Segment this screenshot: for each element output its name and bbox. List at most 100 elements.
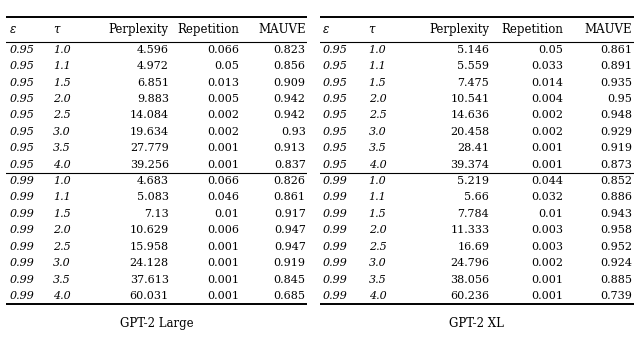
Text: 7.13: 7.13 [144, 209, 169, 219]
Text: 0.001: 0.001 [207, 242, 239, 252]
Text: 0.861: 0.861 [274, 192, 306, 203]
Text: 0.01: 0.01 [214, 209, 239, 219]
Text: 4.0: 4.0 [53, 291, 71, 301]
Text: 16.69: 16.69 [458, 242, 490, 252]
Text: 2.0: 2.0 [53, 225, 71, 235]
Text: MAUVE: MAUVE [258, 23, 306, 36]
Text: 14.636: 14.636 [450, 110, 490, 120]
Text: 0.942: 0.942 [274, 110, 306, 120]
Text: 0.99: 0.99 [10, 209, 35, 219]
Text: 0.95: 0.95 [10, 127, 35, 137]
Text: 0.066: 0.066 [207, 176, 239, 186]
Text: 0.952: 0.952 [600, 242, 632, 252]
Text: 0.919: 0.919 [274, 258, 306, 268]
Text: 15.958: 15.958 [130, 242, 169, 252]
Text: 0.05: 0.05 [538, 45, 563, 55]
Text: 0.001: 0.001 [207, 275, 239, 285]
Text: 10.541: 10.541 [450, 94, 490, 104]
Text: 0.685: 0.685 [274, 291, 306, 301]
Text: 38.056: 38.056 [450, 275, 490, 285]
Text: 0.003: 0.003 [531, 242, 563, 252]
Text: 0.942: 0.942 [274, 94, 306, 104]
Text: 0.909: 0.909 [274, 78, 306, 88]
Text: 5.559: 5.559 [458, 61, 490, 71]
Text: 0.99: 0.99 [323, 176, 348, 186]
Text: 0.958: 0.958 [600, 225, 632, 235]
Text: 0.99: 0.99 [10, 176, 35, 186]
Text: 4.683: 4.683 [137, 176, 169, 186]
Text: 10.629: 10.629 [130, 225, 169, 235]
Text: 0.004: 0.004 [531, 94, 563, 104]
Text: 0.99: 0.99 [323, 275, 348, 285]
Text: 0.032: 0.032 [531, 192, 563, 203]
Text: 2.5: 2.5 [53, 110, 71, 120]
Text: 0.886: 0.886 [600, 192, 632, 203]
Text: 0.001: 0.001 [207, 258, 239, 268]
Text: 0.005: 0.005 [207, 94, 239, 104]
Text: 28.41: 28.41 [458, 143, 490, 153]
Text: 1.5: 1.5 [53, 78, 71, 88]
Text: 0.002: 0.002 [531, 110, 563, 120]
Text: 0.99: 0.99 [10, 275, 35, 285]
Text: 0.891: 0.891 [600, 61, 632, 71]
Text: 20.458: 20.458 [450, 127, 490, 137]
Text: 5.146: 5.146 [458, 45, 490, 55]
Text: 0.95: 0.95 [10, 61, 35, 71]
Text: 3.0: 3.0 [53, 258, 71, 268]
Text: 0.033: 0.033 [531, 61, 563, 71]
Text: 0.99: 0.99 [10, 225, 35, 235]
Text: 0.002: 0.002 [207, 127, 239, 137]
Text: 0.95: 0.95 [10, 45, 35, 55]
Text: 0.044: 0.044 [531, 176, 563, 186]
Text: 1.5: 1.5 [369, 78, 387, 88]
Text: 2.5: 2.5 [369, 110, 387, 120]
Text: 0.99: 0.99 [323, 209, 348, 219]
Text: 27.779: 27.779 [130, 143, 169, 153]
Text: 4.596: 4.596 [137, 45, 169, 55]
Text: 0.99: 0.99 [10, 242, 35, 252]
Text: 0.01: 0.01 [538, 209, 563, 219]
Text: 0.002: 0.002 [207, 110, 239, 120]
Text: 1.0: 1.0 [369, 45, 387, 55]
Text: 5.083: 5.083 [137, 192, 169, 203]
Text: 4.0: 4.0 [369, 291, 387, 301]
Text: 0.003: 0.003 [531, 225, 563, 235]
Text: 0.046: 0.046 [207, 192, 239, 203]
Text: 37.613: 37.613 [130, 275, 169, 285]
Text: MAUVE: MAUVE [584, 23, 632, 36]
Text: 60.031: 60.031 [130, 291, 169, 301]
Text: 0.935: 0.935 [600, 78, 632, 88]
Text: 60.236: 60.236 [450, 291, 490, 301]
Text: ε: ε [323, 23, 330, 36]
Text: Perplexity: Perplexity [109, 23, 169, 36]
Text: 5.219: 5.219 [458, 176, 490, 186]
Text: 1.0: 1.0 [53, 45, 71, 55]
Text: 14.084: 14.084 [130, 110, 169, 120]
Text: 7.475: 7.475 [458, 78, 490, 88]
Text: 0.95: 0.95 [323, 143, 348, 153]
Text: 19.634: 19.634 [130, 127, 169, 137]
Text: 0.014: 0.014 [531, 78, 563, 88]
Text: 0.95: 0.95 [10, 160, 35, 170]
Text: 0.885: 0.885 [600, 275, 632, 285]
Text: 2.5: 2.5 [53, 242, 71, 252]
Text: 24.796: 24.796 [451, 258, 490, 268]
Text: 0.837: 0.837 [274, 160, 306, 170]
Text: 3.5: 3.5 [369, 275, 387, 285]
Text: Repetition: Repetition [501, 23, 563, 36]
Text: 0.919: 0.919 [600, 143, 632, 153]
Text: 1.1: 1.1 [53, 61, 71, 71]
Text: 4.972: 4.972 [137, 61, 169, 71]
Text: 24.128: 24.128 [130, 258, 169, 268]
Text: 0.99: 0.99 [323, 192, 348, 203]
Text: 0.99: 0.99 [323, 242, 348, 252]
Text: 0.99: 0.99 [323, 258, 348, 268]
Text: 0.95: 0.95 [323, 160, 348, 170]
Text: 0.002: 0.002 [531, 127, 563, 137]
Text: 3.5: 3.5 [53, 275, 71, 285]
Text: 3.5: 3.5 [369, 143, 387, 153]
Text: 3.0: 3.0 [369, 127, 387, 137]
Text: 0.95: 0.95 [607, 94, 632, 104]
Text: 2.0: 2.0 [369, 225, 387, 235]
Text: 0.001: 0.001 [207, 291, 239, 301]
